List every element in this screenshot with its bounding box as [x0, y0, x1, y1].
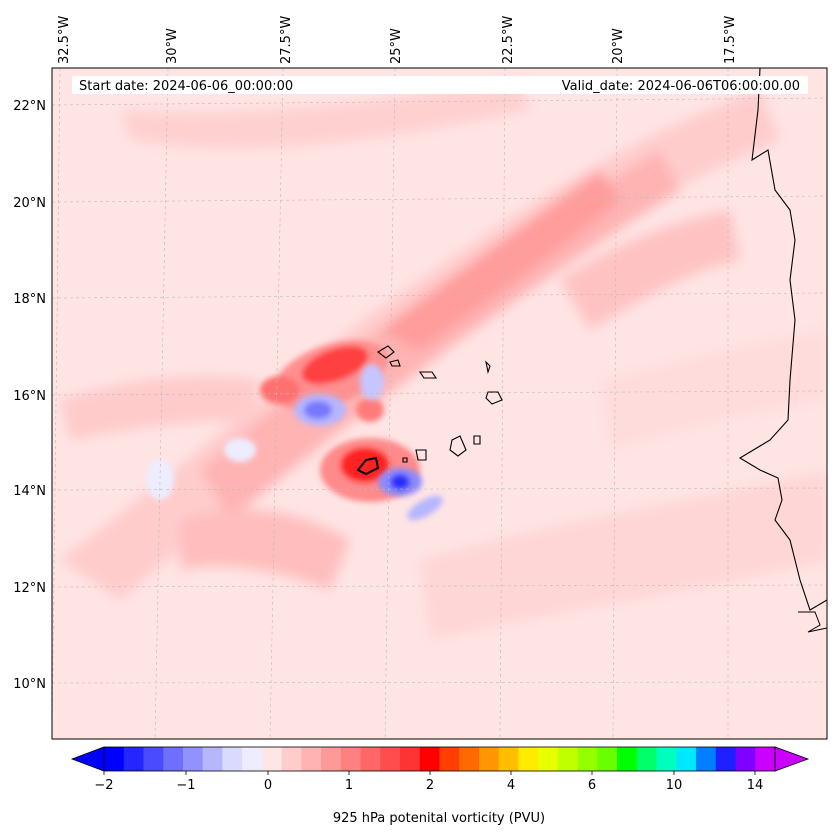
lat-label: 16°N — [13, 389, 46, 404]
colorbar-ticks: −2 −1 0 1 2 4 6 10 14 — [94, 771, 763, 793]
colorbar-cells — [104, 747, 776, 771]
start-date-label: Start date: 2024-06-06_00:00:00 — [79, 79, 293, 94]
pv-maxima — [260, 340, 420, 502]
colorbar-cell — [281, 747, 302, 771]
pv-contour-fill — [60, 80, 827, 640]
latitude-labels: 22°N 20°N 18°N 16°N 14°N 12°N 10°N — [13, 99, 46, 692]
coast-detail — [798, 611, 827, 633]
lat-label: 20°N — [13, 196, 46, 211]
colorbar-cell — [518, 747, 539, 771]
lat-label: 12°N — [13, 581, 46, 596]
lat-label: 14°N — [13, 484, 46, 499]
colorbar-cell — [478, 747, 500, 771]
colorbar-tick-label: −2 — [94, 778, 113, 793]
colorbar-cell — [163, 747, 184, 771]
colorbar-tick-label: 2 — [426, 778, 434, 793]
colorbar-cell — [597, 747, 618, 771]
colorbar-cell — [676, 747, 697, 771]
colorbar-cell — [380, 747, 401, 771]
valid-date-label: Valid_date: 2024-06-06T06:00:00.00 — [562, 79, 800, 94]
colorbar-cell — [400, 747, 421, 771]
colorbar-cell — [242, 747, 263, 771]
lon-label: 27.5°W — [279, 16, 294, 64]
colorbar-cell — [222, 747, 243, 771]
lat-label: 18°N — [13, 292, 46, 307]
colorbar-tick-label: 4 — [507, 778, 515, 793]
colorbar-cell — [261, 747, 283, 771]
colorbar-cell — [182, 747, 204, 771]
lon-label: 22.5°W — [501, 16, 516, 64]
colorbar-cell — [696, 747, 717, 771]
map-border — [51, 67, 828, 740]
colorbar-cell — [439, 747, 460, 771]
colorbar-cell — [557, 747, 579, 771]
lon-label: 30°W — [165, 28, 180, 64]
colorbar-extend-low — [70, 746, 105, 772]
colorbar-cell — [143, 747, 164, 771]
colorbar-cell — [104, 747, 125, 771]
graticule — [52, 68, 827, 739]
lon-label: 25°W — [389, 28, 404, 64]
colorbar-cell — [735, 747, 756, 771]
colorbar-tick-label: 0 — [264, 778, 272, 793]
colorbar-cell — [301, 747, 322, 771]
colorbar-cell — [755, 747, 776, 771]
colorbar-tick-label: 1 — [345, 778, 353, 793]
colorbar-tick-label: 14 — [747, 778, 764, 793]
colorbar-cell — [656, 747, 677, 771]
colorbar: −2 −1 0 1 2 4 6 10 14 925 hPa potenital vorticit… — [70, 746, 810, 826]
colorbar-cell — [419, 747, 440, 771]
colorbar-outline — [103, 746, 776, 772]
colorbar-cell — [459, 747, 480, 771]
colorbar-cell — [577, 747, 598, 771]
colorbar-tick-label: 6 — [588, 778, 596, 793]
colorbar-tick-label: −1 — [176, 778, 195, 793]
colorbar-cell — [202, 747, 223, 771]
longitude-labels: 32.5°W 30°W 27.5°W 25°W 22.5°W 20°W 17.5… — [57, 16, 738, 64]
cape-verde-islands — [356, 345, 503, 476]
colorbar-cell — [321, 747, 342, 771]
african-coastline — [738, 68, 827, 611]
lon-label: 32.5°W — [57, 16, 72, 64]
map-panel — [52, 68, 827, 739]
colorbar-cell — [636, 747, 658, 771]
lon-label: 17.5°W — [723, 16, 738, 64]
lon-label: 20°W — [611, 28, 626, 64]
colorbar-cell — [360, 747, 381, 771]
date-header-strip — [72, 76, 808, 94]
colorbar-cell — [715, 747, 737, 771]
colorbar-tick-label: 10 — [666, 778, 683, 793]
lat-label: 22°N — [13, 99, 46, 114]
colorbar-cell — [498, 747, 519, 771]
colorbar-extend-high — [774, 746, 810, 772]
colorbar-cell — [538, 747, 559, 771]
colorbar-label: 925 hPa potenital vorticity (PVU) — [333, 811, 545, 826]
colorbar-cell — [617, 747, 638, 771]
lat-label: 10°N — [13, 677, 46, 692]
colorbar-cell — [340, 747, 362, 771]
colorbar-cell — [123, 747, 144, 771]
